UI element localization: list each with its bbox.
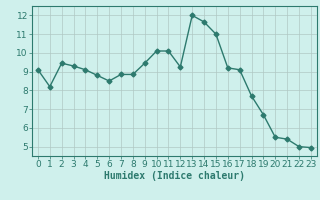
X-axis label: Humidex (Indice chaleur): Humidex (Indice chaleur) (104, 171, 245, 181)
